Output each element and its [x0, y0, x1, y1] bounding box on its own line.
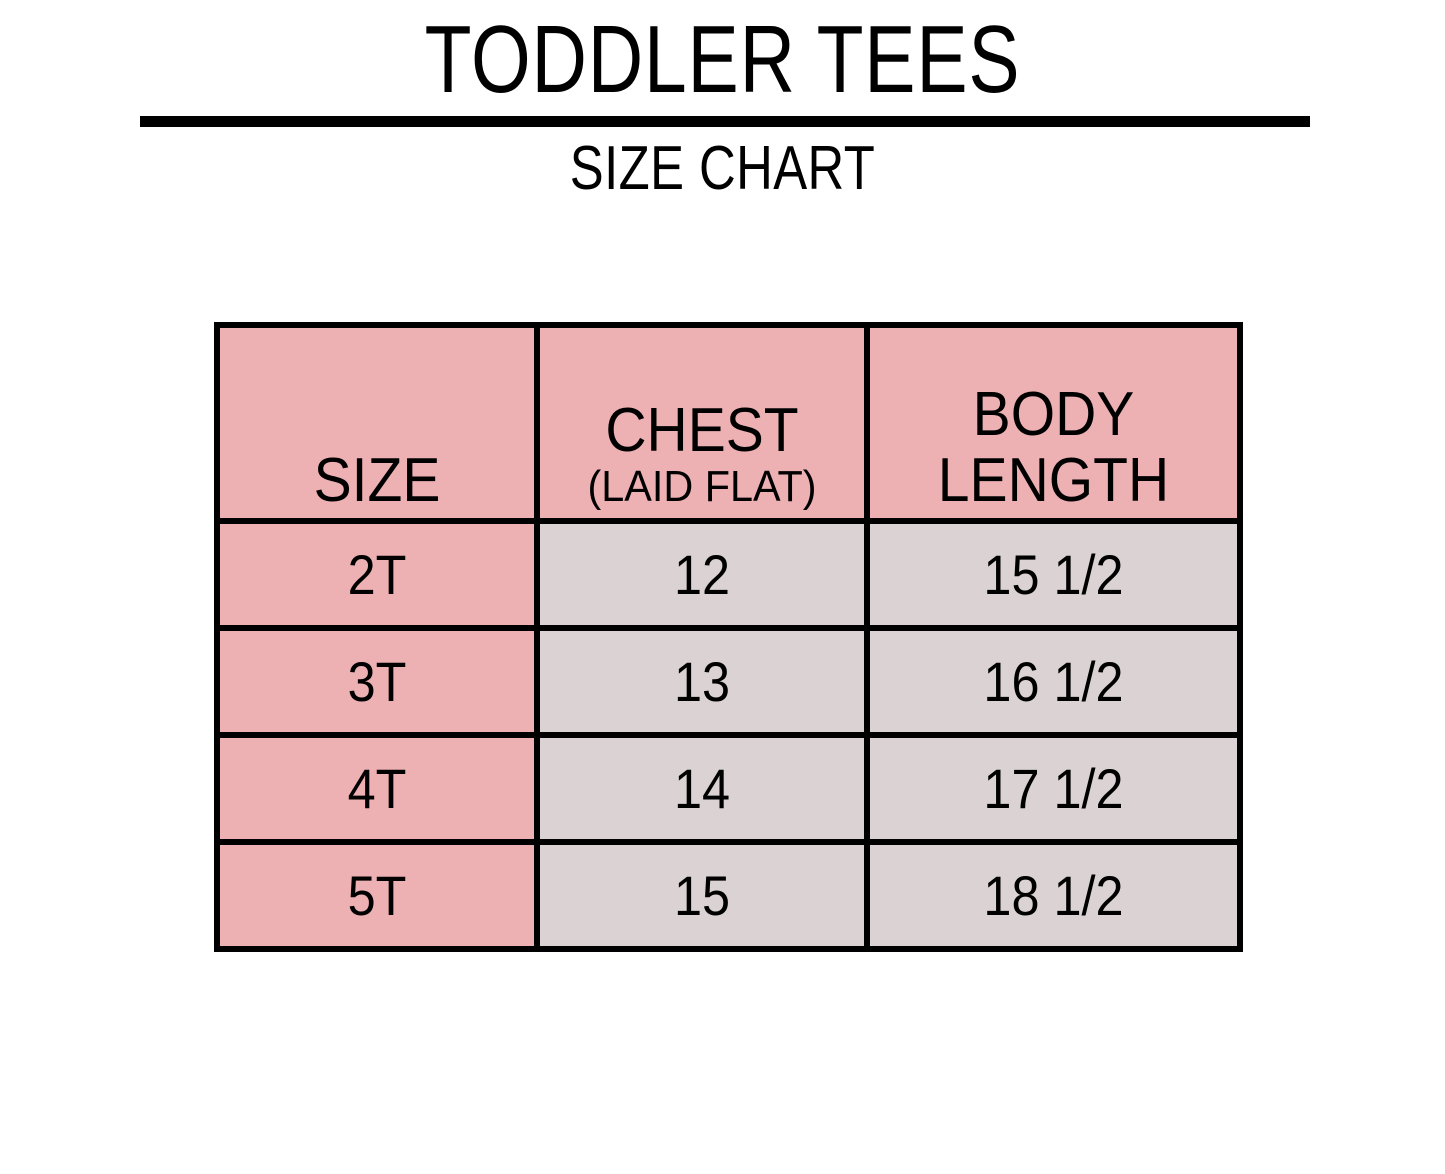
table-row: 2T 12 15 1/2 [214, 518, 1243, 631]
cell-body-length: 18 1/2 [864, 839, 1243, 952]
cell-chest-value: 12 [673, 542, 731, 606]
size-chart-table: SIZE CHEST (LAID FLAT) BODY LENGTH 2T 12 [214, 322, 1243, 952]
table-row: 3T 13 16 1/2 [214, 625, 1243, 738]
cell-body-length: 16 1/2 [864, 625, 1243, 738]
column-header-chest-sublabel: (LAID FLAT) [587, 462, 817, 511]
table-row: 4T 14 17 1/2 [214, 732, 1243, 845]
page-title: TODDLER TEES [424, 6, 1021, 113]
column-header-chest: CHEST (LAID FLAT) [534, 322, 870, 524]
cell-size: 5T [214, 839, 540, 952]
cell-chest: 14 [534, 732, 870, 845]
cell-body-length-value: 16 1/2 [983, 649, 1124, 713]
page-subtitle: SIZE CHART [569, 134, 876, 203]
cell-size-value: 4T [347, 756, 407, 820]
cell-chest: 13 [534, 625, 870, 738]
cell-size: 3T [214, 625, 540, 738]
cell-chest: 15 [534, 839, 870, 952]
cell-size: 2T [214, 518, 540, 631]
cell-body-length-value: 18 1/2 [983, 863, 1124, 927]
table-row: 5T 15 18 1/2 [214, 839, 1243, 952]
cell-chest-value: 15 [673, 863, 731, 927]
column-header-size: SIZE [214, 322, 540, 524]
cell-chest-value: 13 [673, 649, 731, 713]
cell-body-length-value: 17 1/2 [983, 756, 1124, 820]
cell-chest-value: 14 [673, 756, 731, 820]
cell-size: 4T [214, 732, 540, 845]
cell-size-value: 5T [347, 863, 407, 927]
column-header-body-length-line1: BODY [972, 380, 1135, 449]
cell-size-value: 2T [347, 542, 407, 606]
cell-body-length-value: 15 1/2 [983, 542, 1124, 606]
cell-body-length: 15 1/2 [864, 518, 1243, 631]
column-header-body-length: BODY LENGTH [864, 322, 1243, 524]
column-header-size-label: SIZE [313, 446, 441, 515]
column-header-chest-label: CHEST [605, 396, 799, 465]
title-divider-rule [140, 116, 1310, 127]
cell-size-value: 3T [347, 649, 407, 713]
cell-chest: 12 [534, 518, 870, 631]
table-header-row: SIZE CHEST (LAID FLAT) BODY LENGTH [214, 322, 1243, 524]
column-header-body-length-line2: LENGTH [937, 446, 1170, 515]
cell-body-length: 17 1/2 [864, 732, 1243, 845]
